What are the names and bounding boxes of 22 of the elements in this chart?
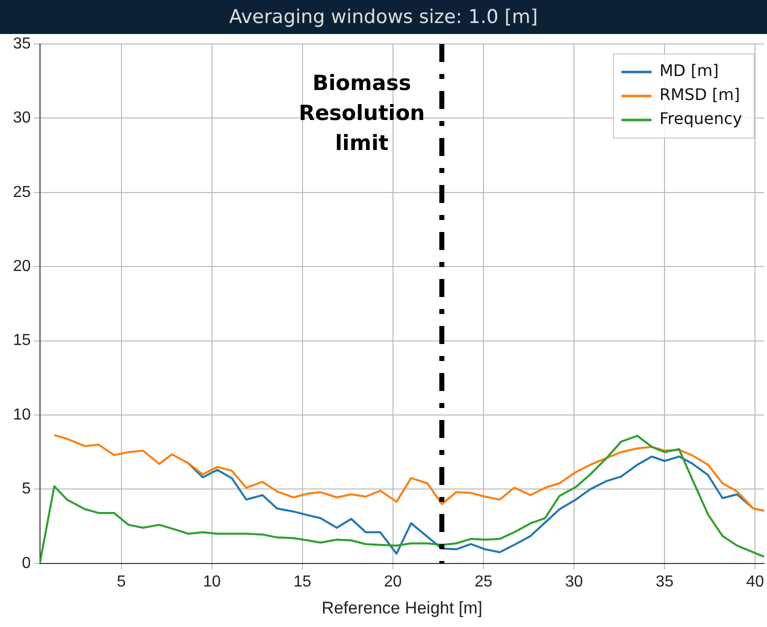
- x-tick-label: 15: [293, 573, 312, 590]
- y-tick-label: 0: [22, 554, 31, 572]
- ref-line-label: Biomass Resolution limit: [298, 70, 425, 155]
- y-tick-label: 25: [13, 184, 31, 201]
- y-tick-label: 30: [13, 110, 31, 127]
- x-tick-label: 10: [202, 573, 221, 590]
- x-tick-label: 20: [384, 573, 402, 590]
- x-tick-label: 40: [746, 573, 764, 590]
- x-tick-label: 5: [116, 573, 126, 590]
- y-tick-label: 20: [13, 258, 31, 276]
- y-tick-label: 35: [13, 35, 31, 52]
- legend-label: Frequency: [660, 109, 742, 128]
- legend-label: RMSD [m]: [660, 85, 740, 104]
- y-tick-label: 10: [13, 406, 31, 424]
- x-tick-label: 35: [656, 573, 674, 590]
- legend-label: MD [m]: [660, 61, 719, 80]
- y-tick-label: 15: [13, 332, 31, 350]
- x-tick-label: 30: [565, 573, 584, 590]
- x-axis-title: Reference Height [m]: [322, 598, 482, 618]
- chart-title: Averaging windows size: 1.0 [m]: [0, 0, 767, 34]
- y-tick-label: 5: [22, 480, 31, 498]
- x-tick-label: 25: [474, 573, 492, 590]
